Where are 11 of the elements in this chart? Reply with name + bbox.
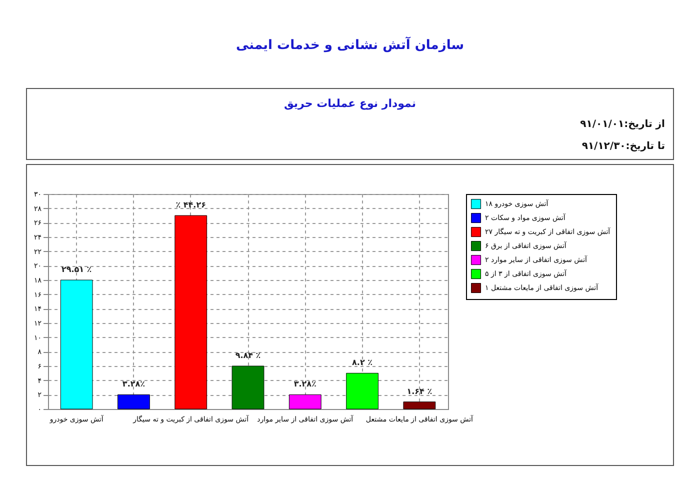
text: سازمان آتش نشانی و خدمات ایمنی [234,38,465,53]
annotation: ۳.۲۸٪ [122,380,146,389]
text: تا تاریخ:۹۱/۱۲/۳۰ [582,141,665,152]
annotation: ۹.۸۴ ٪ [235,351,261,360]
annotation: ٪ ۴۴.۲۶ [176,200,206,210]
annotation: ۲۹.۵۱ ٪ [61,265,92,274]
annotation: ۸.۲ ٪ [352,358,373,368]
chart-title: نمودار نوع عملیات حریق [282,97,418,110]
annotation: ۱.۶۴ ٪ [406,386,432,396]
text: از تاریخ:۹۱/۰۱/۰۱ [580,119,665,130]
annotation: ۳.۲۸٪ [294,380,317,389]
